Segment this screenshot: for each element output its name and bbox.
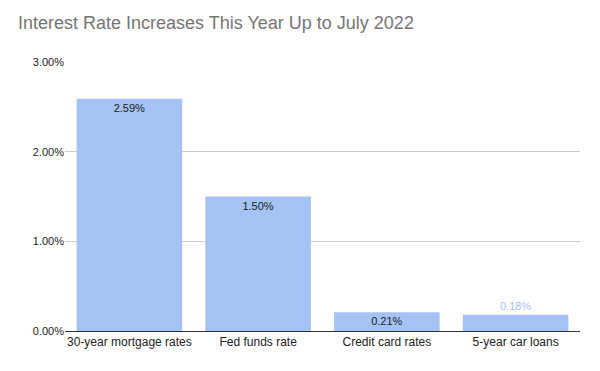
- svg-text:2.59%: 2.59%: [114, 102, 145, 114]
- svg-text:30-year mortgage rates: 30-year mortgage rates: [67, 335, 192, 349]
- svg-text:Fed funds rate: Fed funds rate: [219, 335, 297, 349]
- svg-text:Interest Rate Increases This Y: Interest Rate Increases This Year Up to …: [18, 13, 414, 33]
- svg-text:1.00%: 1.00%: [33, 235, 64, 247]
- svg-text:5-year car loans: 5-year car loans: [473, 335, 559, 349]
- svg-text:1.50%: 1.50%: [242, 200, 273, 212]
- svg-text:2.00%: 2.00%: [33, 146, 64, 158]
- svg-text:0.00%: 0.00%: [33, 325, 64, 337]
- svg-text:0.18%: 0.18%: [500, 300, 531, 312]
- svg-text:0.21%: 0.21%: [371, 315, 402, 327]
- svg-text:3.00%: 3.00%: [33, 56, 64, 68]
- svg-text:Credit card rates: Credit card rates: [343, 335, 432, 349]
